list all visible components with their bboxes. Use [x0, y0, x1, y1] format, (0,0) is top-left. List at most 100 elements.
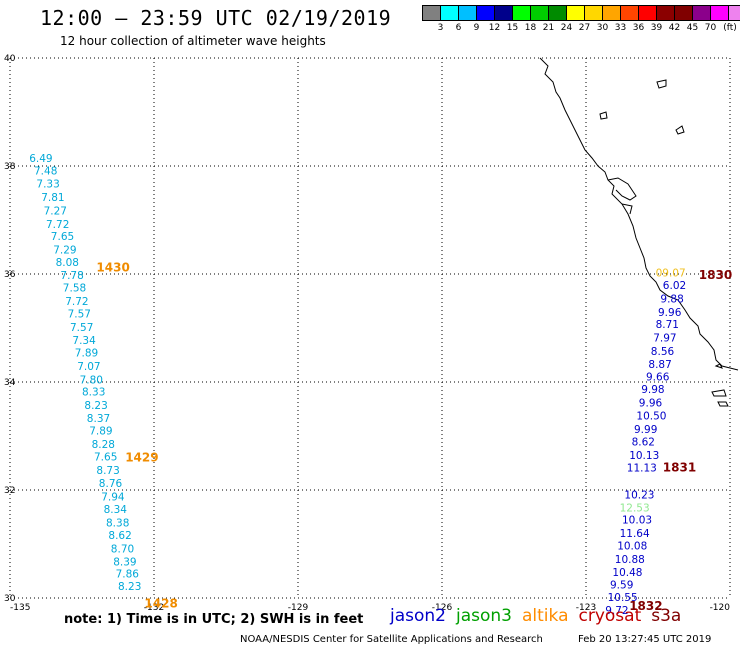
legend-tick: 33 — [614, 23, 627, 33]
legend-tick: 3 — [437, 23, 444, 33]
satellite-name-cryosat: cryosat — [578, 606, 642, 626]
jason2-wave-height: 8.71 — [656, 319, 679, 331]
legend-swatch — [585, 6, 603, 20]
inland-lake-1 — [656, 79, 667, 89]
cryosat-wave-height: 7.33 — [36, 178, 59, 190]
cryosat-wave-height: 8.34 — [104, 504, 128, 516]
cryosat-wave-height: 7.72 — [65, 296, 88, 308]
cryosat-wave-height: 8.70 — [111, 543, 134, 555]
legend-tick: 39 — [650, 23, 663, 33]
jason2-wave-height: 10.55 — [608, 592, 638, 604]
issue-time: Feb 20 13:27:45 UTC 2019 — [578, 634, 712, 645]
pass-time-label: 1830 — [699, 268, 732, 282]
cryosat-wave-height: 7.57 — [70, 322, 93, 334]
altika-wave-height: 09.07 — [656, 267, 686, 279]
cryosat-wave-height: 7.27 — [44, 205, 67, 217]
cryosat-wave-height: 7.48 — [34, 165, 57, 177]
california-coastline — [539, 57, 739, 371]
legend-swatch — [693, 6, 711, 20]
legend-swatch — [513, 6, 531, 20]
san-francisco-bay — [607, 177, 637, 201]
satellite-name-s3a: s3a — [651, 606, 682, 626]
legend-tick: 30 — [596, 23, 609, 33]
legend-swatch — [549, 6, 567, 20]
satellite-name-altika: altika — [522, 606, 569, 626]
legend-tick: 70 — [704, 23, 717, 33]
jason2-wave-height: 9.59 — [610, 580, 633, 592]
pass-time-label: 1832 — [629, 599, 662, 613]
legend-tick: 45 — [686, 23, 699, 33]
jason2-wave-height: 10.88 — [615, 554, 645, 566]
latitude-label: 38 — [4, 162, 16, 172]
longitude-label: -132 — [144, 603, 164, 613]
cryosat-wave-height: 7.78 — [60, 270, 83, 282]
jason2-wave-height: 10.13 — [629, 450, 659, 462]
jason2-wave-height: 9.98 — [641, 384, 664, 396]
cryosat-wave-height: 7.07 — [77, 361, 100, 373]
latitude-label: 36 — [4, 270, 16, 280]
legend-tick: 24 — [560, 23, 573, 33]
longitude-label: -120 — [710, 603, 731, 613]
jason2-wave-height: 8.62 — [632, 436, 655, 448]
jason2-wave-height: 11.13 — [627, 462, 657, 474]
legend-tick: 12 — [488, 23, 501, 33]
legend-unit: (ft) — [723, 23, 737, 33]
cryosat-wave-height: 8.08 — [56, 257, 79, 269]
jason2-wave-height: 8.87 — [648, 359, 671, 371]
cryosat-wave-height: 8.38 — [106, 517, 129, 529]
legend-swatch — [729, 6, 740, 20]
cryosat-wave-height: 8.73 — [96, 465, 119, 477]
pass-time-label: 1429 — [125, 451, 158, 465]
monterey-bay — [621, 203, 633, 215]
latitude-labels: 40 38 36 34 32 30 — [4, 54, 16, 604]
pass-time-label: 1430 — [96, 261, 129, 275]
legend-tick: 36 — [632, 23, 645, 33]
cryosat-wave-height: 8.23 — [84, 400, 107, 412]
cryosat-wave-height: 7.34 — [72, 335, 96, 347]
inland-lake-4 — [714, 363, 723, 369]
legend-swatch — [477, 6, 495, 20]
jason2-wave-height: 9.99 — [634, 424, 657, 436]
legend-swatch — [657, 6, 675, 20]
jason2-wave-height: 10.08 — [617, 541, 647, 553]
legend-swatches — [422, 5, 740, 21]
latitude-label: 34 — [4, 378, 16, 388]
pass-timestamps: 1430 1429 1428 1830 1831 1832 — [96, 261, 732, 614]
cryosat-wave-height: 7.57 — [68, 308, 91, 320]
cryosat-wave-height: 7.81 — [41, 192, 64, 204]
wave-height-values: 6.497.487.337.817.277.727.657.298.087.78… — [29, 153, 686, 617]
legend-swatch — [531, 6, 549, 20]
pass-time-label: 1831 — [663, 460, 696, 474]
cryosat-wave-height: 8.28 — [92, 439, 115, 451]
inland-lake-3 — [675, 125, 685, 135]
page-subtitle: 12 hour collection of altimeter wave hei… — [60, 34, 326, 48]
legend-swatch — [603, 6, 621, 20]
legend-ticks: 3 6 9 12 15 18 21 24 27 30 33 36 39 42 45 70 (ft) — [422, 21, 740, 35]
credit-line: NOAA/NESDIS Center for Satellite Applica… — [240, 634, 543, 645]
jason2-wave-height: 6.02 — [663, 280, 686, 292]
cryosat-wave-height: 7.65 — [51, 231, 74, 243]
cryosat-wave-height: 7.80 — [80, 374, 103, 386]
longitude-label: -126 — [432, 603, 453, 613]
cryosat-wave-height: 8.39 — [113, 556, 136, 568]
cryosat-wave-height: 7.94 — [101, 491, 125, 503]
inland-lake-2 — [599, 111, 608, 120]
legend-swatch — [711, 6, 729, 20]
legend-swatch — [441, 6, 459, 20]
cryosat-wave-height: 7.58 — [63, 283, 86, 295]
legend-swatch — [459, 6, 477, 20]
latitude-label: 32 — [4, 486, 15, 496]
legend-tick: 6 — [455, 23, 462, 33]
jason2-wave-height: 10.48 — [612, 567, 642, 579]
legend-swatch — [675, 6, 693, 20]
legend-tick: 9 — [473, 23, 480, 33]
satellite-name-jason3: jason3 — [456, 606, 512, 626]
cryosat-wave-height: 7.72 — [46, 219, 69, 231]
legend-tick: 21 — [542, 23, 555, 33]
satellite-name-jason2: jason2 — [390, 606, 446, 626]
longitude-label: -129 — [288, 603, 309, 613]
legend-swatch — [621, 6, 639, 20]
jason2-wave-height: 10.23 — [624, 489, 654, 501]
cryosat-wave-height: 8.76 — [99, 478, 123, 490]
